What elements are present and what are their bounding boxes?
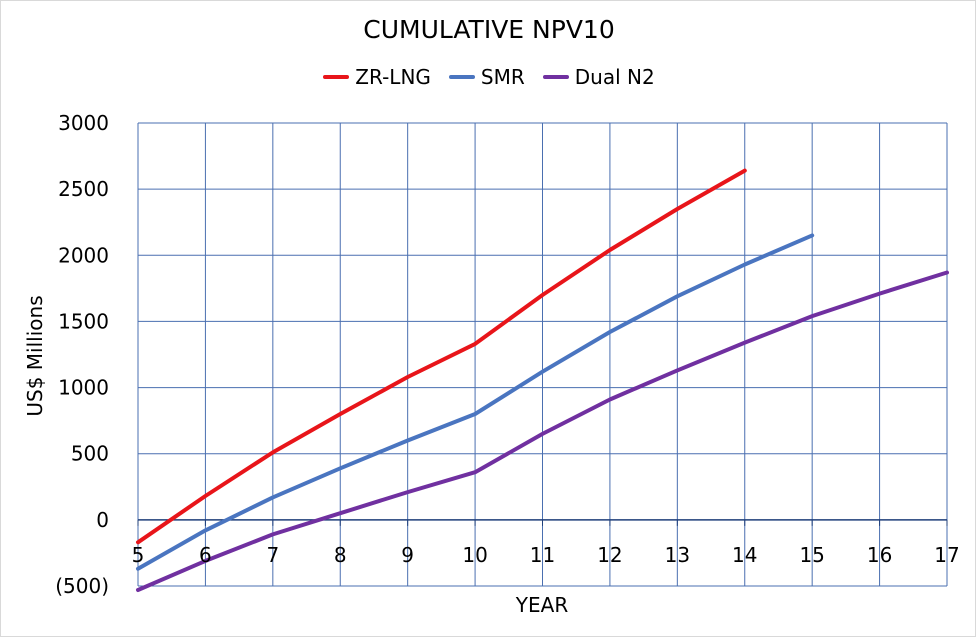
series-line-zr-lng [136,168,747,545]
legend-swatch-zr-lng [323,75,350,79]
series-line-dual-n2 [136,270,949,592]
legend-item-dual-n2: Dual N2 [542,65,655,89]
label-layer: 3000 2500 2000 1500 1000 500 0 (500) 5 6 7 8 9 10 11 12… [55,111,960,598]
legend-swatch-dual-n2 [542,75,569,79]
legend-item-smr: SMR [448,65,525,89]
legend-label-smr: SMR [480,65,525,89]
y-tick-label: (500) [55,574,109,598]
x-tick-label: 17 [934,543,959,567]
y-tick-label: 3000 [58,111,109,135]
x-tick-label: 12 [597,543,622,567]
x-tick-label: 6 [199,543,212,567]
legend-label-zr-lng: ZR-LNG [355,65,431,89]
y-tick-label: 2500 [58,177,109,201]
legend-label-dual-n2: Dual N2 [574,65,655,89]
x-tick-label: 7 [266,543,279,567]
grid-layer [137,122,948,587]
legend-swatch-smr [448,75,475,79]
chart-title: CUMULATIVE NPV10 [363,15,615,44]
x-tick-label: 10 [462,543,487,567]
series-line-smr [136,233,815,571]
x-tick-label: 8 [334,543,347,567]
x-tick-label: 9 [401,543,414,567]
chart-legend: ZR-LNG SMR Dual N2 [1,65,976,89]
y-tick-label: 0 [96,508,109,532]
x-tick-label: 15 [799,543,824,567]
x-tick-label: 16 [867,543,892,567]
x-tick-label: 11 [530,543,555,567]
series-layer [136,168,949,592]
y-tick-label: 1000 [58,376,109,400]
x-axis-title: YEAR [515,593,569,617]
y-tick-label: 1500 [58,309,109,333]
y-tick-label: 500 [71,442,109,466]
legend-item-zr-lng: ZR-LNG [323,65,431,89]
x-tick-label: 14 [732,543,757,567]
axis-layer [137,519,948,526]
x-tick-label: 13 [665,543,690,567]
y-tick-label: 2000 [58,243,109,267]
x-tick-label: 5 [132,543,145,567]
